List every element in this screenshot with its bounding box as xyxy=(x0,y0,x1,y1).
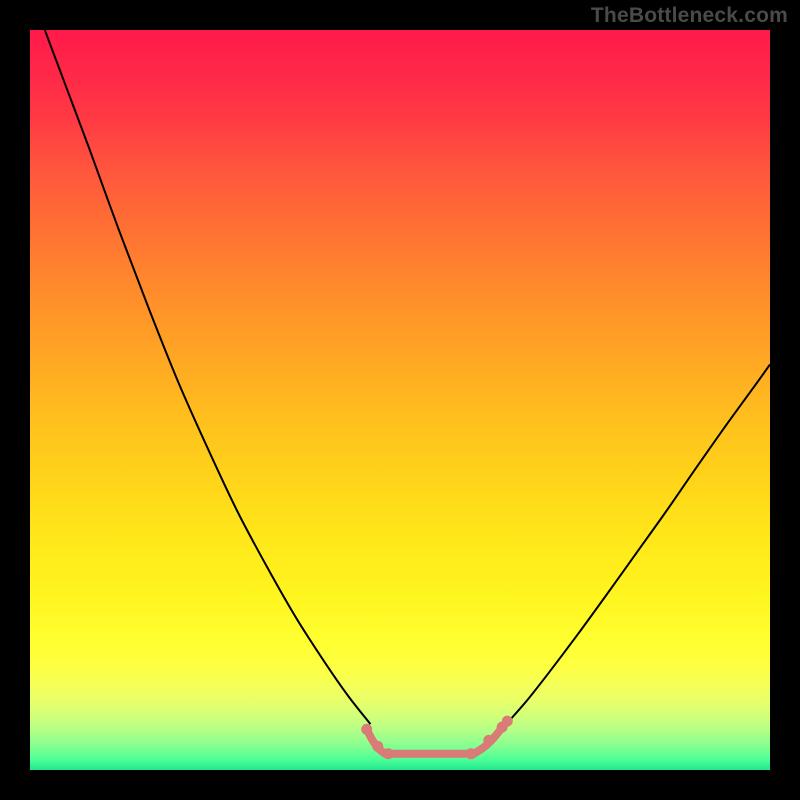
valley-dot xyxy=(466,748,477,759)
valley-dot xyxy=(383,748,394,759)
chart-plot-area xyxy=(30,30,770,770)
valley-dot xyxy=(361,724,372,735)
chart-svg xyxy=(30,30,770,770)
outer-frame: TheBottleneck.com xyxy=(0,0,800,800)
watermark-text: TheBottleneck.com xyxy=(591,4,788,28)
valley-dot xyxy=(372,741,383,752)
valley-dot xyxy=(483,735,494,746)
chart-background xyxy=(30,30,770,770)
valley-dot xyxy=(502,716,513,727)
